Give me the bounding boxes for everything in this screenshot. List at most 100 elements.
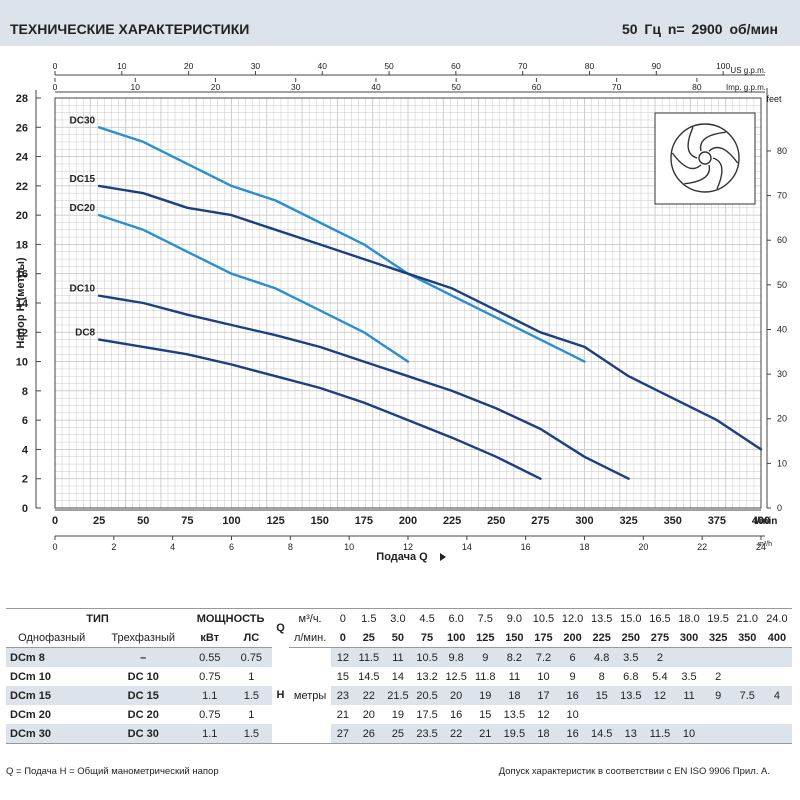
head-value-cell: [616, 705, 645, 724]
x-impgpm-tick-label: 50: [451, 82, 461, 92]
q-m3h-cell: 4.5: [412, 608, 442, 628]
head-value-cell: 6: [558, 647, 588, 667]
head-value-cell: [674, 647, 704, 667]
head-value-cell: 23: [331, 686, 355, 705]
head-value-cell: 5.4: [652, 670, 668, 683]
power-kw: 0.75: [199, 708, 221, 721]
head-value-cell: [587, 705, 616, 724]
impeller-rim: [670, 123, 740, 193]
x-tick-label: 250: [487, 515, 505, 527]
head-value-cell: 9.8: [441, 647, 471, 667]
head-value-cell: 27: [331, 724, 355, 744]
head-value-cell: 9: [703, 686, 733, 705]
q-lmin-cell: 225: [587, 628, 617, 648]
impeller-vane: [712, 157, 723, 190]
head-value-cell: 8.2: [499, 647, 529, 667]
q-m3h-cell: 16.5: [645, 608, 675, 628]
x-usgpm-tick-label: 90: [652, 61, 662, 71]
head-value-cell: 9: [569, 670, 576, 683]
head-value-cell: 16: [558, 724, 588, 744]
head-value-cell: 15: [587, 686, 617, 705]
x-impgpm-tick-label: 10: [131, 82, 141, 92]
table-unit-lmin: л/мин.: [288, 628, 332, 648]
head-value-cell: 19: [470, 686, 500, 705]
y2-tick-label: 70: [777, 191, 787, 201]
model-three-phase: –: [97, 647, 189, 667]
power-hp: 1.5: [230, 686, 273, 705]
q-lmin-cell: 200: [558, 628, 588, 648]
y-tick-label: 28: [16, 93, 28, 105]
q-m3h-cell: 18.0: [674, 608, 704, 628]
y2-tick-label: 30: [777, 369, 787, 379]
head-value-cell: 13: [616, 724, 646, 744]
series-label-dc20: DC20: [70, 203, 96, 214]
table-row: DCm 30 DC 30 1.1 1.5 27 26 25 23.5 22 21 19.5 18 16 1…: [6, 724, 792, 744]
impeller-vane: [699, 131, 726, 152]
x-tick-label: 375: [708, 515, 726, 527]
head-value-cell: [733, 705, 762, 724]
y-tick-label: 22: [16, 181, 28, 193]
table-header-kw: кВт: [188, 628, 231, 648]
q-lmin-cell: 300: [674, 628, 704, 648]
x-usgpm-tick-label: 80: [585, 61, 595, 71]
y2-axis-title: feet: [766, 94, 782, 104]
q-lmin-cell: 250: [616, 628, 646, 648]
x-m3h-tick-label: 22: [697, 542, 707, 552]
series-label-dc30: DC30: [70, 115, 96, 126]
head-value-cell: 8: [598, 670, 605, 683]
head-value-cell: 23.5: [412, 724, 442, 744]
x-usgpm-tick-label: 60: [451, 61, 461, 71]
x-tick-label: 300: [575, 515, 593, 527]
q-lmin-cell: 350: [732, 628, 762, 648]
head-value-cell: 16: [558, 686, 588, 705]
x-usgpm-tick-label: 30: [251, 61, 261, 71]
header-bar: ТЕХНИЧЕСКИЕ ХАРАКТЕРИСТИКИ 50 Гц n= 2900…: [0, 0, 800, 46]
head-value-cell: 19: [391, 708, 405, 721]
x-impgpm-tick-label: 20: [211, 82, 221, 92]
q-lmin-cell: 75: [412, 628, 442, 648]
impeller-vane: [671, 152, 702, 170]
power-kw: 1.1: [188, 724, 231, 744]
series-line-dc20: [97, 213, 410, 363]
x-tick-label: 400: [752, 515, 770, 527]
x-tick-label: 125: [266, 515, 284, 527]
y-tick-label: 0: [22, 503, 28, 515]
head-value-cell: 11: [674, 686, 704, 705]
series-label-dc10: DC10: [70, 284, 96, 295]
y-tick-label: 2: [22, 474, 28, 486]
x-tick-label: 150: [311, 515, 329, 527]
q-m3h-cell: 10.5: [528, 608, 559, 628]
x-m3h-tick-label: 8: [288, 542, 293, 552]
head-value-cell: 11: [508, 670, 521, 683]
head-value-cell: 20.5: [412, 686, 442, 705]
head-value-cell: 3.5: [681, 670, 697, 683]
head-value-cell: 20: [441, 686, 471, 705]
head-value-cell: 22: [354, 686, 384, 705]
head-value-cell: 10: [537, 670, 550, 683]
table-row: DCm 20 DC 20 0.75 1 21 20 19 17.5 16 15 13.5 12 10: [6, 705, 792, 724]
x-impgpm-tick-label: 40: [371, 82, 381, 92]
power-hp: 0.75: [230, 647, 273, 667]
x-impgpm-tick-label: 60: [532, 82, 542, 92]
head-value-cell: 16: [450, 708, 463, 721]
head-value-cell: 14.5: [358, 670, 380, 683]
q-lmin-cell: 400: [761, 628, 792, 648]
q-m3h-cell: 9.0: [499, 608, 529, 628]
head-value-cell: [674, 705, 703, 724]
model-three-phase: DC 10: [127, 670, 159, 683]
q-lmin-cell: 100: [441, 628, 471, 648]
head-value-cell: 14.5: [587, 724, 617, 744]
head-value-cell: 10: [566, 708, 579, 721]
y-axis-title: Напор H (метры): [15, 257, 27, 348]
head-value-cell: 11.5: [354, 647, 384, 667]
series-line-dc15: [97, 184, 763, 451]
y-tick-label: 24: [16, 152, 29, 164]
series-line-dc8: [97, 338, 542, 480]
y-tick-label: 12: [16, 327, 28, 339]
head-value-cell: 25: [383, 724, 413, 744]
head-value-cell: 17: [528, 686, 559, 705]
head-value-cell: 18: [528, 724, 559, 744]
head-value-cell: 9: [470, 647, 500, 667]
x-m3h-tick-label: 12: [403, 542, 413, 552]
